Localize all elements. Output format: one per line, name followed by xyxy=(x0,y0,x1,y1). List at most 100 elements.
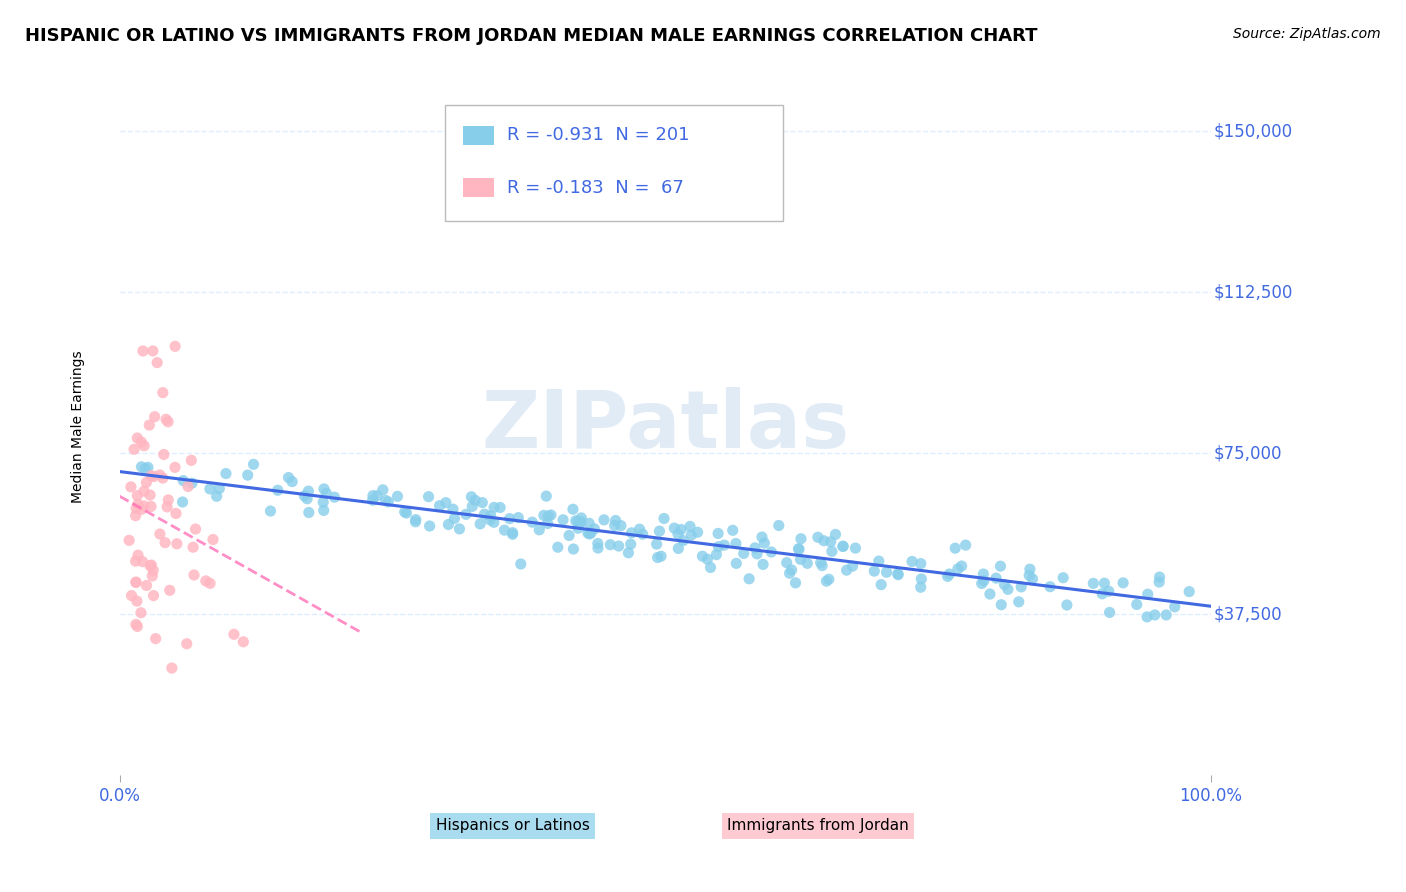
Point xyxy=(738,572,761,586)
Point xyxy=(129,435,152,450)
Point xyxy=(125,594,148,608)
Point xyxy=(181,540,204,554)
Point xyxy=(198,576,221,591)
Point xyxy=(817,572,839,586)
Point xyxy=(664,521,686,535)
Point xyxy=(172,474,194,488)
Point xyxy=(134,439,156,453)
Point xyxy=(1018,562,1040,576)
Point xyxy=(707,526,730,541)
Point xyxy=(149,467,172,482)
Point xyxy=(558,528,581,542)
FancyBboxPatch shape xyxy=(464,178,494,197)
Text: Source: ZipAtlas.com: Source: ZipAtlas.com xyxy=(1233,27,1381,41)
Point xyxy=(620,525,643,540)
Point xyxy=(142,563,165,577)
Point xyxy=(1092,576,1115,591)
Point xyxy=(984,571,1007,585)
Point xyxy=(536,489,558,503)
Point xyxy=(165,339,187,353)
Point xyxy=(181,476,204,491)
Point xyxy=(650,549,672,564)
Point xyxy=(152,471,174,485)
Point xyxy=(361,489,384,503)
Point xyxy=(617,546,640,560)
Point xyxy=(686,525,709,540)
Point xyxy=(138,418,160,433)
Point xyxy=(599,538,621,552)
Point xyxy=(145,632,167,646)
Point xyxy=(374,493,396,508)
Point xyxy=(796,557,818,571)
Point xyxy=(429,499,451,513)
Point xyxy=(768,518,790,533)
Point xyxy=(1126,598,1149,612)
Point xyxy=(377,495,399,509)
Point xyxy=(832,539,855,553)
Point xyxy=(129,606,152,620)
Point xyxy=(721,524,744,538)
Point xyxy=(437,517,460,532)
Text: R = -0.183  N =  67: R = -0.183 N = 67 xyxy=(508,178,683,197)
Point xyxy=(605,514,627,528)
Point xyxy=(135,475,157,490)
Point xyxy=(434,496,457,510)
Point xyxy=(936,569,959,583)
Point xyxy=(259,504,281,518)
Point xyxy=(724,536,747,550)
Point xyxy=(696,552,718,566)
Point xyxy=(132,484,155,499)
Point xyxy=(1018,568,1040,582)
Point xyxy=(281,475,304,489)
Point xyxy=(990,559,1012,574)
Point xyxy=(1052,571,1074,585)
Point xyxy=(1021,572,1043,586)
Text: $75,000: $75,000 xyxy=(1213,444,1282,462)
Point xyxy=(887,567,910,582)
Point xyxy=(1112,575,1135,590)
Point xyxy=(787,541,810,556)
Point xyxy=(586,536,609,550)
Point xyxy=(142,589,165,603)
Point xyxy=(551,513,574,527)
Point xyxy=(870,577,893,591)
Point xyxy=(943,541,966,556)
Point xyxy=(910,557,932,571)
Point xyxy=(564,514,586,528)
Point xyxy=(887,566,910,581)
Point xyxy=(464,493,486,508)
Point xyxy=(1136,587,1159,601)
Point xyxy=(157,492,180,507)
Point xyxy=(910,580,932,594)
Point xyxy=(583,522,606,536)
Point xyxy=(835,563,858,577)
Point xyxy=(707,540,730,554)
Point xyxy=(482,500,505,515)
Point xyxy=(135,578,157,592)
Point xyxy=(910,572,932,586)
Point xyxy=(810,556,832,570)
Point xyxy=(972,567,994,582)
Point xyxy=(454,508,477,522)
Point xyxy=(790,532,813,546)
Point xyxy=(789,552,811,566)
Point xyxy=(979,587,1001,601)
Point xyxy=(315,486,337,500)
Point xyxy=(460,490,482,504)
Text: ZIPatlas: ZIPatlas xyxy=(481,387,849,466)
Point xyxy=(236,468,259,483)
Point xyxy=(787,542,810,557)
Point xyxy=(1083,576,1105,591)
Point xyxy=(177,479,200,493)
Point xyxy=(811,558,834,573)
Point xyxy=(143,409,166,424)
Point xyxy=(153,535,176,549)
Text: Hispanics or Latinos: Hispanics or Latinos xyxy=(436,818,589,833)
Point xyxy=(131,555,153,569)
Point xyxy=(502,525,524,540)
Point xyxy=(815,574,838,588)
Point xyxy=(973,574,995,588)
Point xyxy=(1149,570,1171,584)
Point xyxy=(134,461,156,475)
Point xyxy=(163,460,186,475)
